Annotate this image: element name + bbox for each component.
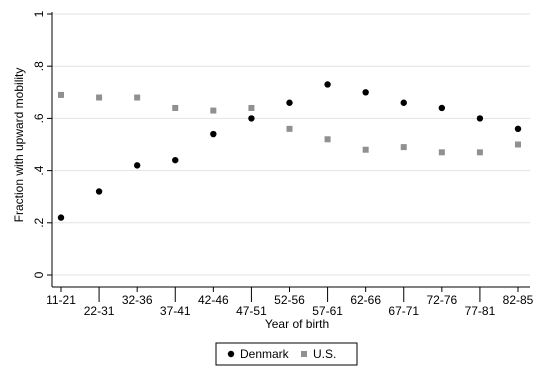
denmark-point <box>95 188 103 195</box>
us-point <box>210 107 217 114</box>
us-point <box>476 149 483 156</box>
us-point <box>58 91 64 98</box>
x-axis-title: Year of birth <box>265 317 329 331</box>
denmark-point <box>324 81 331 88</box>
denmark-point <box>210 130 217 138</box>
denmark-point <box>57 214 65 221</box>
us-point <box>172 104 179 111</box>
x-tick-label: 32-36 <box>122 293 153 307</box>
x-tick-label: 82-85 <box>503 293 534 307</box>
x-tick-label: 72-76 <box>426 293 457 307</box>
legend-marker <box>301 351 307 357</box>
y-tick-label: .6 <box>32 113 46 123</box>
denmark-point <box>438 104 446 112</box>
x-tick-label: 47-51 <box>236 304 267 318</box>
x-tick-label: 57-61 <box>312 304 343 318</box>
denmark-point <box>476 115 484 122</box>
x-axis-ticks: 11-21 22-31 32-36 37-41 42-46 47-51 52-56 57-61… <box>46 287 534 318</box>
legend-marker <box>227 350 235 358</box>
denmark-point <box>172 156 179 164</box>
x-tick-label: 37-41 <box>160 304 191 318</box>
data-points <box>57 81 522 221</box>
legend-label: Denmark <box>240 347 290 361</box>
us-point <box>96 94 103 101</box>
x-tick-label: 62-66 <box>350 293 381 307</box>
denmark-point <box>400 99 407 106</box>
legend-items: Denmark U.S. <box>227 347 336 361</box>
us-point <box>286 125 293 132</box>
series-1 <box>58 91 521 156</box>
x-tick-label: 52-56 <box>274 293 305 307</box>
us-point <box>134 94 141 101</box>
denmark-point <box>362 89 369 96</box>
legend-box <box>215 342 358 366</box>
x-tick-label: 22-31 <box>84 304 115 318</box>
us-point <box>400 144 407 151</box>
y-tick-label: 1 <box>32 10 46 17</box>
denmark-point <box>514 125 522 133</box>
x-tick-label: 77-81 <box>465 304 496 318</box>
denmark-point <box>286 99 293 106</box>
y-tick-label: .8 <box>32 61 46 71</box>
x-tick-label: 42-46 <box>198 293 229 307</box>
us-point <box>324 136 331 143</box>
x-tick-label: 11-21 <box>46 293 76 307</box>
denmark-point <box>133 162 141 169</box>
series-0 <box>57 81 522 221</box>
legend-label: U.S. <box>313 347 336 361</box>
y-axis-ticks: 0 .2 .4 .6 .8 1 <box>32 10 52 278</box>
denmark-point <box>248 115 255 122</box>
y-axis-title: Fraction with upward mobility <box>12 68 26 223</box>
us-point <box>362 146 369 153</box>
x-tick-label: 67-71 <box>388 304 419 318</box>
y-tick-label: .4 <box>32 165 46 175</box>
gridlines <box>52 13 530 276</box>
legend: Denmark U.S. <box>215 342 358 366</box>
us-point <box>438 149 445 156</box>
us-point <box>248 104 255 111</box>
y-tick-label: 0 <box>32 271 46 278</box>
us-point <box>515 141 521 148</box>
y-tick-label: .2 <box>32 217 46 227</box>
